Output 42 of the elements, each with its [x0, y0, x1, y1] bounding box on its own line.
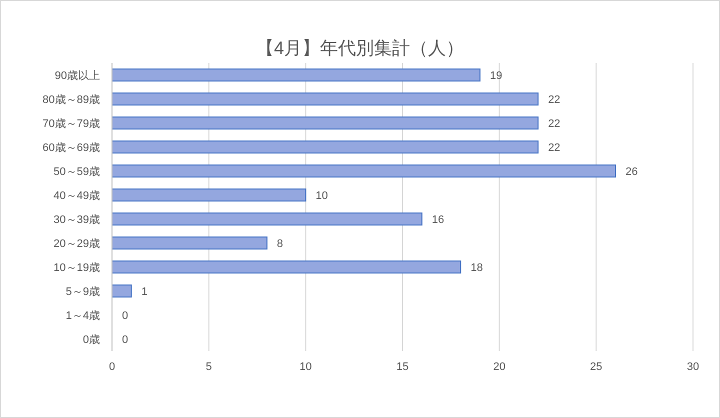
- data-label: 1: [141, 286, 148, 298]
- data-label: 22: [548, 94, 560, 106]
- bar: [112, 116, 539, 130]
- y-tick-label: 10～19歳: [54, 260, 100, 274]
- data-label: 10: [316, 190, 328, 202]
- bar: [112, 188, 306, 202]
- y-tick-label: 20～29歳: [54, 236, 100, 250]
- data-label: 0: [122, 310, 128, 322]
- bar: [112, 260, 462, 274]
- data-label: 22: [548, 142, 560, 154]
- y-tick-label: 30～39歳: [54, 212, 100, 226]
- y-tick-label: 0歳: [82, 332, 100, 346]
- y-tick-label: 60歳～69歳: [42, 140, 100, 154]
- data-label: 22: [548, 118, 560, 130]
- y-tick-label: 1～4歳: [66, 308, 100, 322]
- y-tick-label: 5～9歳: [66, 284, 100, 298]
- bar: [112, 164, 616, 178]
- data-label: 19: [490, 70, 502, 82]
- data-label: 16: [432, 214, 444, 226]
- bar: [112, 284, 132, 298]
- x-tick-label: 25: [590, 360, 602, 373]
- y-tick-label: 40～49歳: [54, 188, 100, 202]
- data-label: 26: [626, 166, 638, 178]
- bar: [112, 68, 480, 82]
- x-tick-label: 15: [396, 360, 409, 373]
- bar: [112, 92, 539, 106]
- chart-title: 【4月】年代別集計（人）: [254, 37, 465, 59]
- bar: [112, 236, 268, 250]
- x-tick-label: 30: [686, 360, 700, 373]
- x-tick-label: 10: [300, 360, 312, 373]
- y-tick-label: 50～59歳: [54, 164, 100, 178]
- y-tick-label: 80歳～89歳: [42, 92, 100, 106]
- x-tick-label: 20: [493, 360, 506, 373]
- bar: [112, 140, 539, 154]
- data-label: 8: [276, 238, 284, 250]
- data-label: 18: [470, 262, 483, 274]
- x-tick-label: 5: [206, 360, 212, 373]
- x-tick-label: 0: [108, 360, 116, 373]
- y-tick-label: 90歳以上: [54, 68, 100, 82]
- y-tick-label: 70歳～79歳: [42, 116, 100, 130]
- data-label: 0: [122, 334, 128, 346]
- bar: [112, 212, 422, 226]
